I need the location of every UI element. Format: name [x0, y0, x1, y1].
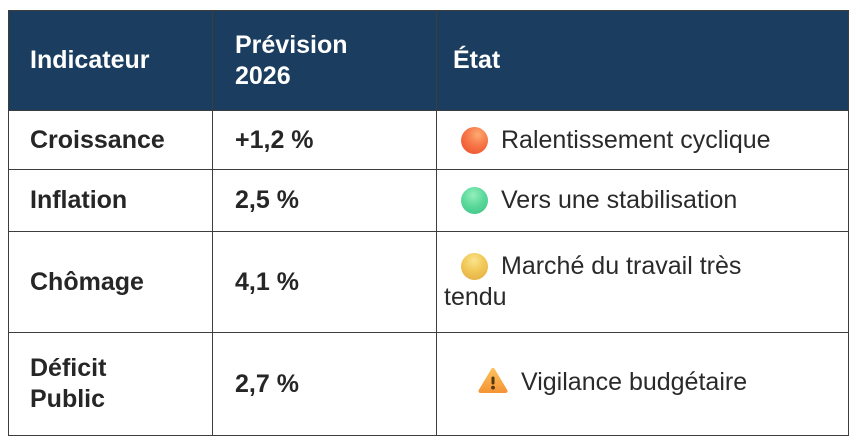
forecast-cell: 4,1 %: [212, 231, 437, 333]
yellow-circle-icon: [461, 253, 488, 280]
status-cell: Vigilance budgétaire: [436, 332, 849, 436]
indicator-cell: Inflation: [8, 169, 213, 232]
indicator-label: Déficit Public: [30, 354, 107, 413]
orange-circle-icon: [461, 126, 488, 154]
header-indicateur: Indicateur: [8, 10, 213, 111]
table-row-deficit-public: Déficit Public 2,7 %: [8, 332, 849, 436]
header-prevision-2026-label: Prévision 2026: [235, 30, 348, 90]
status-cell: Ralentissement cyclique: [436, 110, 849, 170]
header-etat: État: [436, 10, 849, 111]
indicator-cell: Déficit Public: [8, 332, 213, 436]
forecast-cell: 2,5 %: [212, 169, 437, 232]
table-header-row: Indicateur Prévision 2026 État: [8, 10, 849, 111]
table-row-croissance: Croissance +1,2 % Ralentissement cycliqu…: [8, 110, 849, 170]
forecast-cell: +1,2 %: [212, 110, 437, 170]
forecast-cell: 2,7 %: [212, 332, 437, 436]
status-label: Ralentissement cyclique: [501, 125, 771, 154]
status-label: Marché du travail très tendu: [444, 252, 742, 311]
forecast-value: 4,1 %: [235, 267, 299, 296]
warning-triangle-icon: [461, 367, 508, 402]
status-cell: Marché du travail très tendu: [436, 231, 849, 333]
header-indicateur-label: Indicateur: [30, 46, 150, 74]
status-label: Vigilance budgétaire: [521, 367, 748, 396]
status-cell: Vers une stabilisation: [436, 169, 849, 232]
forecast-value: +1,2 %: [235, 125, 314, 154]
green-circle-icon: [461, 187, 488, 214]
indicator-cell: Croissance: [8, 110, 213, 170]
indicator-label: Inflation: [30, 186, 128, 214]
forecast-value: 2,5 %: [235, 186, 299, 214]
table-row-inflation: Inflation 2,5 % Vers une stabilisation: [8, 169, 849, 232]
indicator-cell: Chômage: [8, 231, 213, 333]
table-row-chomage: Chômage 4,1 % Marché du travail très ten…: [8, 231, 849, 333]
header-prevision-2026: Prévision 2026: [212, 10, 437, 111]
header-etat-label: État: [453, 46, 501, 74]
economic-indicators-table: Indicateur Prévision 2026 État Croissanc…: [8, 10, 849, 436]
indicator-label: Chômage: [30, 267, 144, 296]
indicator-label: Croissance: [30, 125, 165, 154]
status-label: Vers une stabilisation: [501, 186, 738, 214]
forecast-value: 2,7 %: [235, 369, 299, 398]
